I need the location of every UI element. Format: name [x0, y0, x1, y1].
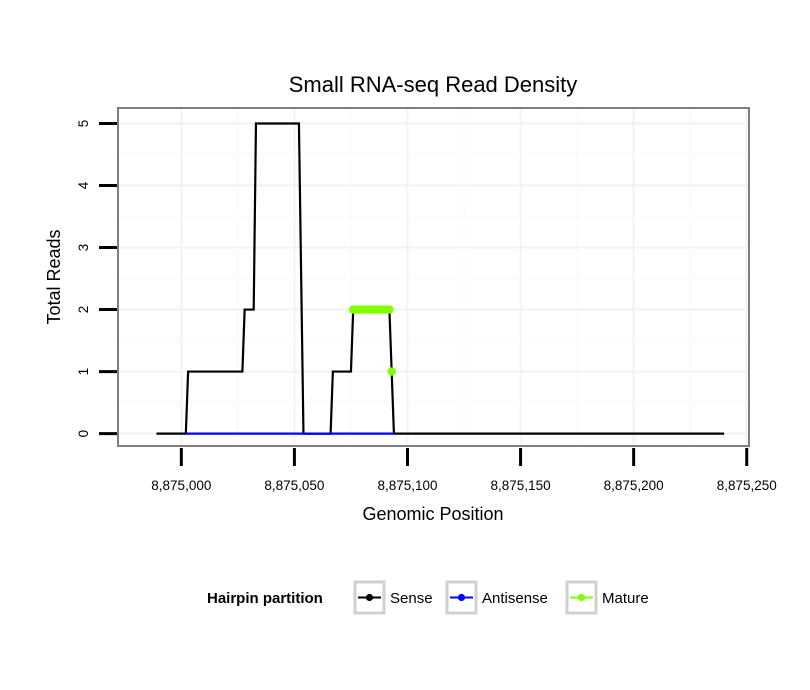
x-axis-title: Genomic Position — [362, 504, 503, 524]
legend-label-antisense: Antisense — [482, 590, 548, 607]
x-tick-label: 8,875,250 — [717, 478, 777, 493]
chart-title: Small RNA-seq Read Density — [289, 72, 578, 97]
x-tick-label: 8,875,200 — [604, 478, 664, 493]
legend-title: Hairpin partition — [207, 590, 323, 607]
x-axis: 8,875,000 8,875,050 8,875,100 8,875,150 8,87… — [151, 448, 777, 493]
legend-item-mature: Mature — [565, 580, 649, 615]
y-axis: 0 1 2 3 4 5 — [76, 120, 117, 438]
plot-panel — [117, 107, 750, 447]
y-tick-label: 5 — [76, 120, 91, 128]
y-tick-label: 3 — [76, 244, 91, 252]
legend-key-point — [457, 593, 466, 602]
plot-background — [118, 108, 749, 446]
x-tick-label: 8,875,000 — [151, 478, 211, 493]
series-layer — [156, 122, 725, 435]
legend-label-mature: Mature — [602, 590, 649, 607]
legend-label-sense: Sense — [390, 590, 433, 607]
data-point-mature — [385, 305, 394, 314]
y-tick-label: 1 — [76, 368, 91, 376]
y-tick-label: 2 — [76, 306, 91, 314]
x-tick-label: 8,875,100 — [377, 478, 437, 493]
x-tick-label: 8,875,050 — [264, 478, 324, 493]
legend-items: Sense Antisense Mature — [353, 580, 649, 615]
y-tick-label: 4 — [76, 181, 91, 189]
data-point-mature — [387, 367, 396, 376]
legend-key-point — [365, 593, 374, 602]
y-tick-label: 0 — [76, 430, 91, 438]
legend-item-sense: Sense — [353, 580, 433, 615]
legend-item-antisense: Antisense — [445, 580, 548, 615]
legend-key-point — [577, 593, 586, 602]
plot-border — [117, 107, 750, 447]
legend: Hairpin partition Sense Antisense Mature — [207, 580, 649, 615]
y-axis-title: Total Reads — [44, 229, 64, 324]
x-tick-label: 8,875,150 — [491, 478, 551, 493]
